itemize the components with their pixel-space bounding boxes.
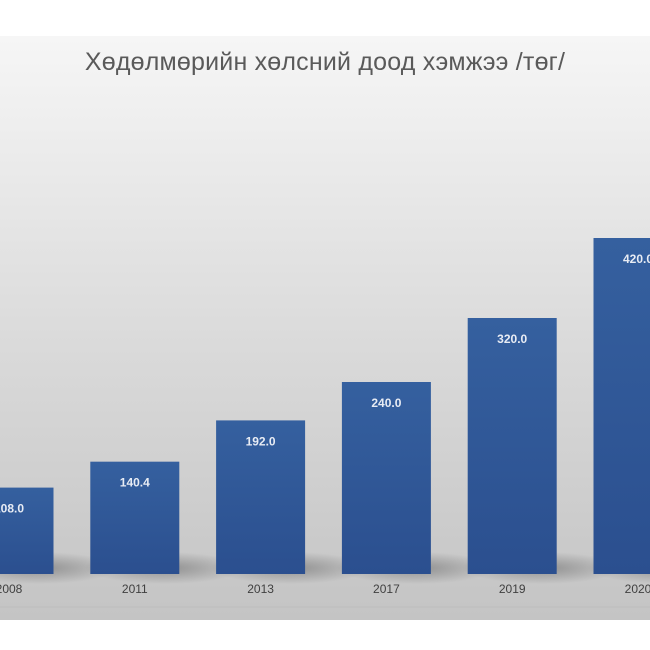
bar-2008 — [0, 487, 54, 574]
x-tick-label-2017: 2017 — [373, 582, 400, 596]
bars — [0, 238, 650, 574]
bar-2020 — [593, 238, 650, 574]
bar-2019 — [467, 318, 557, 574]
x-tick-label-2011: 2011 — [122, 582, 148, 596]
bar-value-labels: 108.0 140.4 192.0 240.0 320.0 420.0 — [0, 252, 650, 516]
bar-value-label-2013: 192.0 — [246, 434, 276, 448]
bar-value-label-2019: 320.0 — [497, 332, 527, 346]
chart-title: Хөдөлмөрийн хөлсний доод хэмжээ /төг/ — [84, 48, 566, 76]
bar-value-label-2008: 108.0 — [0, 502, 24, 516]
bar-2011 — [90, 461, 180, 574]
bar-value-label-2017: 240.0 — [371, 396, 401, 410]
chart-panel: Хөдөлмөрийн хөлсний доод хэмжээ /төг/ 10… — [0, 36, 650, 620]
x-axis-ticks: 2008 2011 2013 2017 2019 2020 — [0, 582, 650, 596]
bar-2017 — [341, 382, 431, 574]
bar-value-label-2020: 420.0 — [623, 252, 650, 266]
x-tick-label-2008: 2008 — [0, 582, 23, 596]
x-tick-label-2013: 2013 — [247, 582, 274, 596]
x-tick-label-2020: 2020 — [625, 582, 650, 596]
bar-2013 — [216, 420, 306, 574]
x-tick-label-2019: 2019 — [499, 582, 526, 596]
bar-value-label-2011: 140.4 — [120, 476, 150, 490]
